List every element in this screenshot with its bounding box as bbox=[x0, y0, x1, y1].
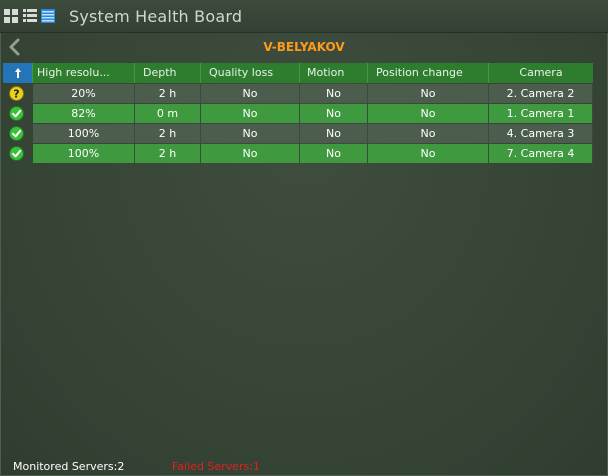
cell-motion: No bbox=[300, 104, 368, 123]
cell-quality-loss: No bbox=[201, 144, 300, 163]
column-header-depth[interactable]: Depth bbox=[135, 63, 201, 83]
cell-camera: 7. Camera 4 bbox=[489, 144, 593, 163]
cell-high-resolution: 82% bbox=[33, 104, 135, 123]
failed-servers-count[interactable]: Failed Servers:1 bbox=[172, 460, 260, 473]
cell-quality-loss: No bbox=[201, 104, 300, 123]
cell-depth: 2 h bbox=[135, 124, 201, 143]
cell-high-resolution: 20% bbox=[33, 84, 135, 103]
table-row[interactable]: 100% 2 h No No No 4. Camera 3 bbox=[3, 124, 593, 143]
monitored-servers-count: Monitored Servers:2 bbox=[13, 460, 125, 473]
cell-depth: 2 h bbox=[135, 144, 201, 163]
status-cell bbox=[3, 124, 33, 143]
cell-high-resolution: 100% bbox=[33, 144, 135, 163]
table-header: High resolu... Depth Quality loss Motion… bbox=[3, 63, 593, 83]
table-row[interactable]: ? 20% 2 h No No No 2. Camera 2 bbox=[3, 84, 593, 103]
detail-view-icon[interactable] bbox=[41, 9, 55, 23]
sort-column-header[interactable] bbox=[3, 63, 33, 83]
cell-camera: 2. Camera 2 bbox=[489, 84, 593, 103]
cell-high-resolution: 100% bbox=[33, 124, 135, 143]
status-cell: ? bbox=[3, 84, 33, 103]
back-arrow-icon[interactable] bbox=[6, 38, 24, 56]
app-title: System Health Board bbox=[69, 7, 243, 26]
column-header-high-resolution[interactable]: High resolu... bbox=[33, 63, 135, 83]
svg-text:?: ? bbox=[13, 88, 19, 101]
cell-camera: 4. Camera 3 bbox=[489, 124, 593, 143]
cell-position-change: No bbox=[368, 144, 489, 163]
column-header-motion[interactable]: Motion bbox=[300, 63, 368, 83]
status-cell bbox=[3, 104, 33, 123]
cell-motion: No bbox=[300, 124, 368, 143]
grid-view-icon[interactable] bbox=[4, 9, 18, 23]
ok-check-icon bbox=[9, 106, 24, 121]
title-bar: System Health Board bbox=[0, 0, 608, 33]
cell-camera: 1. Camera 1 bbox=[489, 104, 593, 123]
cell-depth: 2 h bbox=[135, 84, 201, 103]
cell-position-change: No bbox=[368, 124, 489, 143]
cell-motion: No bbox=[300, 144, 368, 163]
server-name: V-BELYAKOV bbox=[263, 40, 345, 54]
cell-motion: No bbox=[300, 84, 368, 103]
cell-position-change: No bbox=[368, 84, 489, 103]
cell-quality-loss: No bbox=[201, 124, 300, 143]
table-row[interactable]: 100% 2 h No No No 7. Camera 4 bbox=[3, 144, 593, 163]
column-header-position-change[interactable]: Position change bbox=[368, 63, 489, 83]
list-view-icon[interactable] bbox=[23, 9, 37, 23]
column-header-camera[interactable]: Camera bbox=[489, 63, 593, 83]
warning-question-icon: ? bbox=[9, 86, 24, 101]
cell-depth: 0 m bbox=[135, 104, 201, 123]
ok-check-icon bbox=[9, 126, 24, 141]
cell-quality-loss: No bbox=[201, 84, 300, 103]
sort-up-icon bbox=[14, 68, 21, 78]
column-header-quality-loss[interactable]: Quality loss bbox=[201, 63, 300, 83]
cell-position-change: No bbox=[368, 104, 489, 123]
ok-check-icon bbox=[9, 146, 24, 161]
status-cell bbox=[3, 144, 33, 163]
table-row[interactable]: 82% 0 m No No No 1. Camera 1 bbox=[3, 104, 593, 123]
